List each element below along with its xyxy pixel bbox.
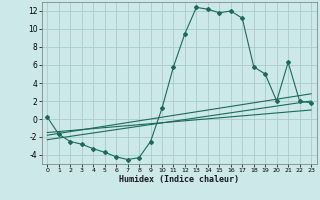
X-axis label: Humidex (Indice chaleur): Humidex (Indice chaleur) bbox=[119, 175, 239, 184]
